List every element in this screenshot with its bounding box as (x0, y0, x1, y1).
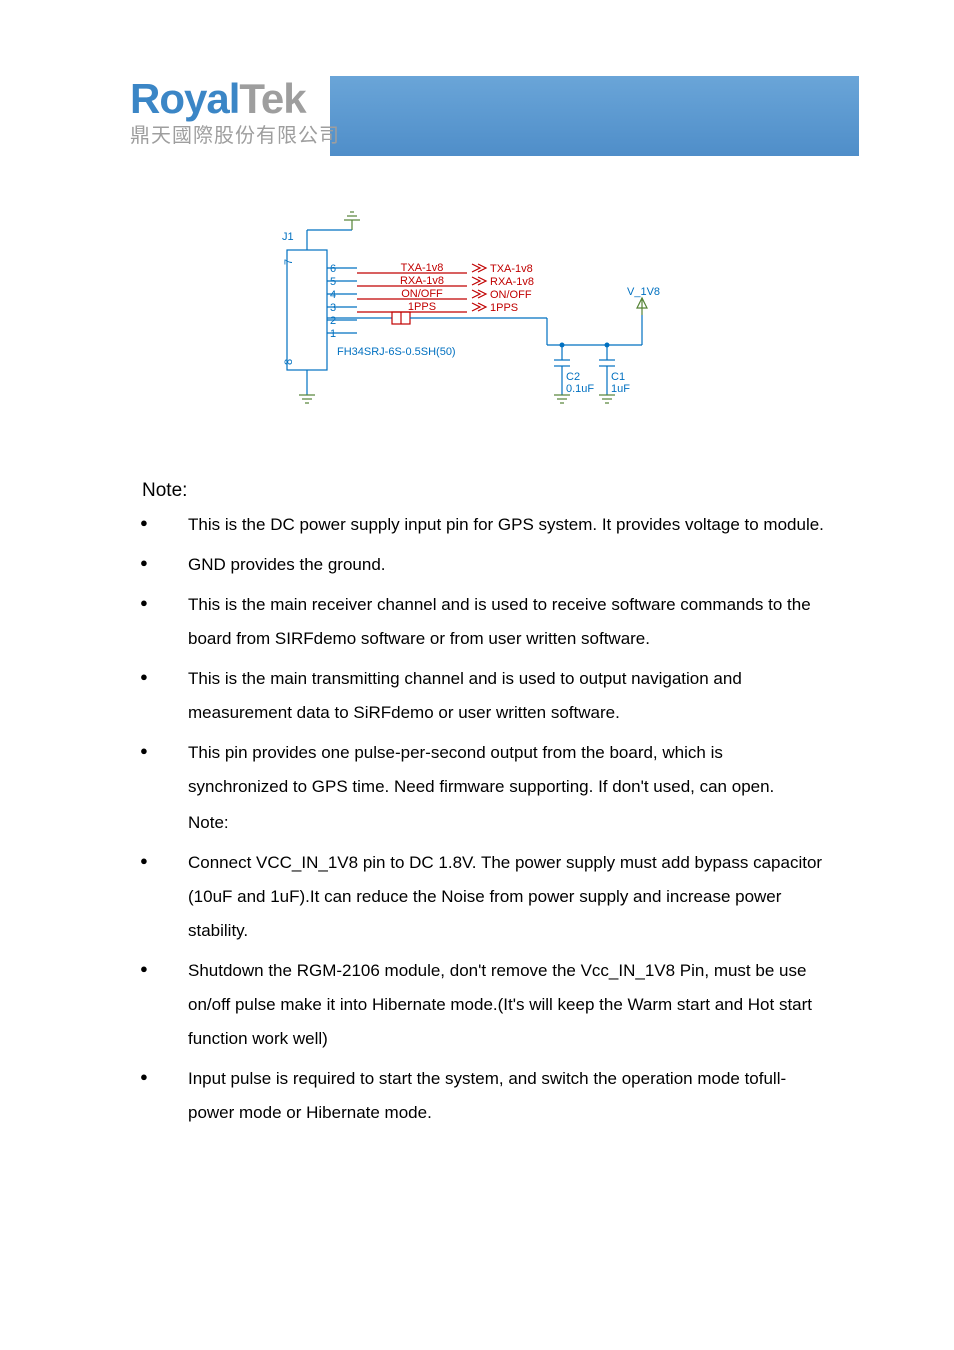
logo: RoyalTek 鼎天國際股份有限公司 (130, 75, 340, 148)
part-number: FH34SRJ-6S-0.5SH(50) (337, 346, 456, 358)
svg-text:2: 2 (330, 315, 336, 327)
note-bullet: This is the DC power supply input pin fo… (140, 508, 824, 542)
note-line: Note: (188, 806, 824, 840)
cap1-val: 0.1uF (566, 383, 594, 395)
logo-subtitle: 鼎天國際股份有限公司 (130, 119, 340, 148)
connector-ref: J1 (282, 231, 294, 243)
note-line: This pin provides one pulse-per-second o… (188, 736, 824, 804)
note-bullet: Shutdown the RGM-2106 module, don't remo… (140, 954, 824, 1056)
note-line: GND provides the ground. (188, 548, 824, 582)
rail-label: V_1V8 (627, 286, 660, 298)
note-bullet: This is the main receiver channel and is… (140, 588, 824, 656)
notes-list: This is the DC power supply input pin fo… (140, 508, 824, 1130)
svg-text:TXA-1v8: TXA-1v8 (490, 263, 533, 275)
svg-text:1PPS: 1PPS (490, 302, 518, 314)
note-line: This is the DC power supply input pin fo… (188, 508, 824, 542)
page-content: J1 7 8 FH34SRJ-6S-0.5SH(50) V_1V8 (0, 190, 954, 1130)
svg-text:ON/OFF: ON/OFF (401, 288, 443, 300)
side-pin-bottom: 8 (283, 359, 295, 365)
svg-text:TXA-1v8: TXA-1v8 (401, 262, 444, 274)
note-bullet: GND provides the ground. (140, 548, 824, 582)
svg-text:ON/OFF: ON/OFF (490, 289, 532, 301)
svg-text:6: 6 (330, 263, 336, 275)
svg-text:1: 1 (330, 328, 336, 340)
cap2-val: 1uF (611, 383, 630, 395)
logo-name: RoyalTek (130, 75, 340, 123)
svg-text:RXA-1v8: RXA-1v8 (400, 275, 444, 287)
note-title: Note: (142, 480, 824, 502)
svg-text:4: 4 (330, 289, 336, 301)
note-bullet: Connect VCC_IN_1V8 pin to DC 1.8V. The p… (140, 846, 824, 948)
note-bullet: Input pulse is required to start the sys… (140, 1062, 824, 1130)
note-bullet: This is the main transmitting channel an… (140, 662, 824, 730)
cap2-ref: C1 (611, 371, 625, 383)
note-line: This is the main receiver channel and is… (188, 588, 824, 656)
svg-text:3: 3 (330, 302, 336, 314)
svg-text:RXA-1v8: RXA-1v8 (490, 276, 534, 288)
note-line: This is the main transmitting channel an… (188, 662, 824, 730)
page-header: RoyalTek 鼎天國際股份有限公司 (0, 0, 954, 170)
note-line: Shutdown the RGM-2106 module, don't remo… (188, 954, 824, 1056)
note-line: Connect VCC_IN_1V8 pin to DC 1.8V. The p… (188, 846, 824, 948)
header-blue-bar (330, 76, 859, 156)
note-bullet: This pin provides one pulse-per-second o… (140, 736, 824, 840)
schematic-container: J1 7 8 FH34SRJ-6S-0.5SH(50) V_1V8 (130, 190, 824, 450)
logo-tek: Tek (239, 75, 305, 122)
side-pin-top: 7 (283, 259, 295, 265)
logo-royal: Royal (130, 75, 239, 122)
cap1-ref: C2 (566, 371, 580, 383)
schematic-svg: J1 7 8 FH34SRJ-6S-0.5SH(50) V_1V8 (262, 190, 692, 450)
svg-text:1PPS: 1PPS (408, 301, 436, 313)
note-line: Input pulse is required to start the sys… (188, 1062, 824, 1130)
svg-text:5: 5 (330, 276, 336, 288)
